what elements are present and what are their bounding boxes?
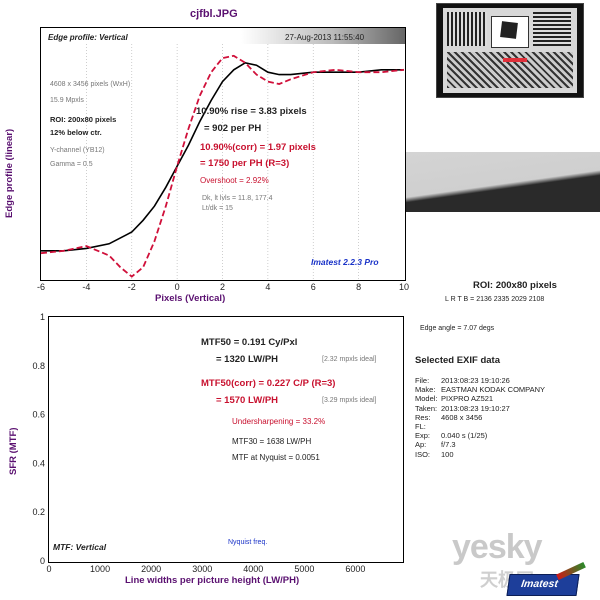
exif-key: ISO:: [415, 449, 431, 459]
roi-thumbnail: [406, 152, 600, 212]
exif-row: Exp: 0.040 s (1/25): [415, 431, 487, 440]
mtf-x-tick: 6000: [345, 564, 365, 574]
mtf-x-tick: 5000: [294, 564, 314, 574]
edge-rise-ph: = 902 per PH: [204, 123, 262, 134]
exif-value: f/7.3: [441, 440, 456, 450]
edge-x-tick: 2: [220, 282, 225, 292]
exif-value: 100: [441, 449, 454, 459]
nyquist-label: Nyquist freq.: [228, 539, 268, 546]
edge-info-roi: ROI: 200x80 pixels: [50, 115, 117, 124]
mtf-y-tick: 0.2: [32, 507, 45, 517]
mtf-xlabel: Line widths per picture height (LW/PH): [125, 575, 300, 586]
edge-x-tick: 6: [311, 282, 316, 292]
edge-angle: Edge angle = 7.07 degs: [420, 325, 495, 332]
mtf50-lwph: = 1320 LW/PH: [216, 354, 279, 365]
chart-thumbnail: [436, 3, 584, 98]
exif-key: Taken:: [415, 403, 438, 413]
edge-info-ychan: Y-channel (YB12): [50, 147, 105, 154]
mtf-nyquist: MTF at Nyquist = 0.0051: [232, 453, 320, 462]
exif-key: Exp:: [415, 431, 431, 441]
exif-row: FL:: [415, 422, 441, 431]
roi-lrtb: L R T B = 2136 2335 2029 2108: [445, 296, 545, 303]
exif-key: Make:: [415, 385, 436, 395]
imatest-badge: Imatest: [506, 574, 580, 596]
exif-value: 2013:08:23 19:10:27: [441, 403, 510, 413]
edge-xlabel: Pixels (Vertical): [155, 293, 226, 304]
exif-value: 0.040 s (1/25): [441, 431, 488, 441]
mtf-x-tick: 1000: [90, 564, 110, 574]
undersharpening: Undersharpening = 33.2%: [232, 417, 326, 426]
imatest-badge-text: Imatest: [520, 578, 559, 590]
mtf-plot-panel: [48, 316, 404, 563]
mtf-y-tick: 0.6: [32, 410, 45, 420]
mtf-y-tick: 1: [40, 312, 45, 322]
edge-x-tick: -6: [37, 282, 45, 292]
edge-header: Edge profile: Vertical: [48, 33, 128, 42]
exif-key: Res:: [415, 412, 431, 422]
exif-value: 2013:08:23 19:10:26: [441, 376, 510, 385]
exif-key: Ap:: [415, 440, 427, 450]
exif-row: Model: PIXPRO AZ521: [415, 394, 493, 403]
yesky-watermark: yesky 天极网 Imatest: [452, 528, 598, 598]
mtf-x-tick: 3000: [192, 564, 212, 574]
edge-header-bar: [41, 28, 405, 44]
edge-corrected-line: [40, 54, 405, 278]
edge-overshoot: Overshoot = 2.92%: [200, 176, 269, 185]
exif-key: File:: [415, 376, 430, 385]
roi-title: ROI: 200x80 pixels: [473, 280, 557, 291]
edge-x-tick: -4: [82, 282, 90, 292]
mtf50-corr: MTF50(corr) = 0.227 C/P (R=3): [201, 378, 336, 389]
edge-ylabel: Edge profile (linear): [4, 128, 15, 218]
edge-info-dims: 4608 x 3456 pixels (WxH): [50, 81, 131, 88]
exif-key: Model:: [415, 394, 438, 404]
mtf-y-tick: 0.8: [32, 361, 45, 371]
edge-info-mpx: 15.9 Mpxls: [50, 97, 84, 104]
exif-row: File: 2013:08:23 19:10:26: [415, 376, 510, 385]
mtf-x-tick: 2000: [141, 564, 161, 574]
edge-dk-lvls: Dk, lt lvls = 11.8, 177.4: [202, 195, 273, 202]
mtf-y-tick: 0.4: [32, 458, 45, 468]
imatest-version: Imatest 2.2.3 Pro: [311, 257, 379, 267]
edge-info-below: 12% below ctr.: [50, 128, 102, 137]
edge-lt-dk: Lt/dk = 15: [202, 205, 233, 212]
mtf50-corr-lwph: = 1570 LW/PH: [216, 395, 279, 406]
mtf-ylabel: SFR (MTF): [8, 427, 19, 476]
window-title: cjfbl.JPG: [190, 8, 238, 20]
mtf50: MTF50 = 0.191 Cy/Pxl: [201, 337, 298, 348]
edge-x-tick: 0: [175, 282, 180, 292]
exif-value: PIXPRO AZ521: [441, 394, 494, 404]
edge-x-tick: 8: [356, 282, 361, 292]
exif-value: 4608 x 3456: [441, 412, 483, 422]
exif-title: Selected EXIF data: [415, 355, 501, 366]
exif-row: Taken: 2013:08:23 19:10:27: [415, 404, 510, 413]
edge-corr-rise: 10.90%(corr) = 1.97 pixels: [200, 142, 316, 153]
mtf50-ideal: [2.32 mpxls ideal]: [322, 356, 377, 363]
edge-corr-ph: = 1750 per PH (R=3): [200, 158, 290, 169]
watermark-brand: yesky: [452, 528, 543, 566]
edge-plot-panel: [40, 27, 406, 281]
exif-row: Res: 4608 x 3456: [415, 413, 482, 422]
edge-x-tick: 10: [399, 282, 409, 292]
mtf-x-tick: 4000: [243, 564, 263, 574]
edge-x-tick: -2: [128, 282, 136, 292]
exif-row: Make: EASTMAN KODAK COMPANY: [415, 385, 545, 394]
exif-row: Ap: f/7.3: [415, 440, 456, 449]
edge-rise: 10.90% rise = 3.83 pixels: [196, 106, 307, 117]
edge-profile-line: [41, 61, 404, 252]
edge-info-gamma: Gamma = 0.5: [50, 161, 93, 168]
exif-value: EASTMAN KODAK COMPANY: [441, 385, 546, 395]
exif-key: FL:: [415, 422, 426, 431]
mtf-x-tick: 0: [46, 564, 51, 574]
mtf30: MTF30 = 1638 LW/PH: [232, 437, 312, 446]
mtf-panel-label: MTF: Vertical: [53, 542, 107, 552]
exif-row: ISO: 100: [415, 450, 454, 459]
edge-date: 27-Aug-2013 11:55:40: [285, 33, 365, 42]
mtf50-corr-ideal: [3.29 mpxls ideal]: [322, 397, 377, 404]
edge-x-tick: 4: [265, 282, 270, 292]
mtf-y-tick: 0: [40, 556, 45, 566]
